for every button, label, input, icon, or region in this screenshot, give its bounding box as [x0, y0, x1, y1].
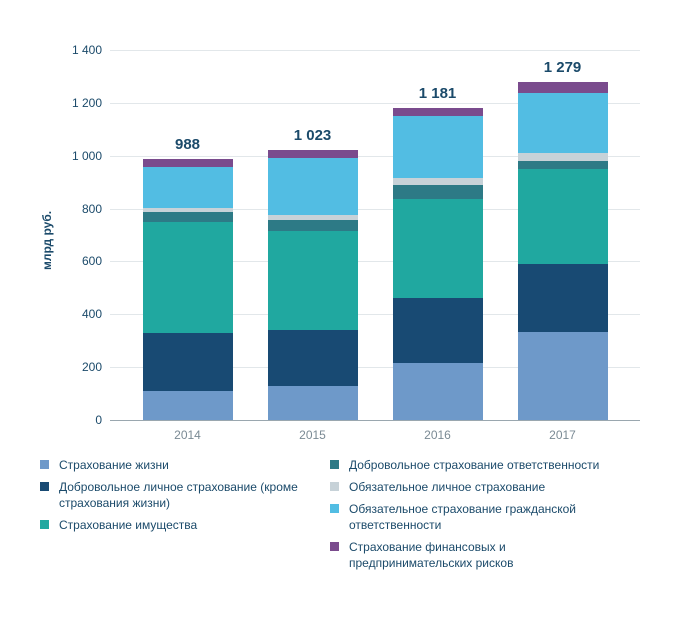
bar-segment-property — [268, 231, 358, 330]
bar-segment-personal_mand — [393, 178, 483, 185]
bar-segment-personal_mand — [268, 215, 358, 220]
bar-segment-property — [143, 222, 233, 333]
bar-segment-personal_vol — [518, 264, 608, 332]
bar-total-label: 1 181 — [419, 85, 457, 108]
x-tick-label: 2016 — [424, 420, 451, 442]
legend-swatch-personal_mand — [330, 482, 339, 491]
legend-label: Страхование жизни — [59, 457, 339, 473]
legend-swatch-civil_mand — [330, 504, 339, 513]
bar-segment-fin_risk — [393, 108, 483, 116]
legend-item-personal_mand: Обязательное личное страхование — [330, 479, 629, 495]
bar-segment-civil_mand — [393, 116, 483, 179]
legend-item-fin_risk: Страхование финансовых и предприниматель… — [330, 539, 629, 571]
bar-segment-civil_mand — [268, 158, 358, 216]
bar-segment-liability_vol — [143, 212, 233, 222]
legend-label: Страхование финансовых и предприниматель… — [349, 539, 629, 571]
bar-segment-liability_vol — [268, 220, 358, 231]
bar-group: 1 181 — [393, 108, 483, 420]
bar-segment-personal_vol — [393, 298, 483, 363]
bar-segment-personal_vol — [268, 330, 358, 386]
bar-segment-liability_vol — [518, 161, 608, 169]
bar-segment-property — [393, 199, 483, 298]
y-tick-label: 200 — [82, 360, 110, 374]
bar-segment-civil_mand — [518, 93, 608, 153]
legend-item-life: Страхование жизни — [40, 457, 339, 473]
legend-swatch-life — [40, 460, 49, 469]
legend-label: Добровольное личное страхование (кроме с… — [59, 479, 339, 511]
bar-group: 988 — [143, 159, 233, 420]
chart-plot-area: 02004006008001 0001 2001 40098820141 023… — [110, 50, 640, 420]
legend-item-property: Страхование имущества — [40, 517, 339, 533]
y-tick-label: 600 — [82, 254, 110, 268]
y-tick-label: 400 — [82, 307, 110, 321]
legend-label: Добровольное страхование ответственности — [349, 457, 629, 473]
x-tick-label: 2017 — [549, 420, 576, 442]
y-tick-label: 1 400 — [72, 43, 110, 57]
legend-item-liability_vol: Добровольное страхование ответственности — [330, 457, 629, 473]
bar-segment-personal_mand — [518, 153, 608, 161]
y-tick-label: 1 200 — [72, 96, 110, 110]
bar-segment-fin_risk — [268, 150, 358, 158]
bar-segment-property — [518, 169, 608, 264]
bar-group: 1 023 — [268, 150, 358, 420]
y-tick-label: 800 — [82, 202, 110, 216]
legend-label: Обязательное страхование гражданской отв… — [349, 501, 629, 533]
bar-segment-liability_vol — [393, 185, 483, 199]
y-tick-label: 0 — [95, 413, 110, 427]
legend-item-personal_vol: Добровольное личное страхование (кроме с… — [40, 479, 339, 511]
bar-segment-civil_mand — [143, 167, 233, 207]
x-tick-label: 2014 — [174, 420, 201, 442]
bar-total-label: 1 279 — [544, 59, 582, 82]
legend-swatch-personal_vol — [40, 482, 49, 491]
legend-swatch-fin_risk — [330, 542, 339, 551]
bar-segment-personal_mand — [143, 208, 233, 213]
legend-label: Обязательное личное страхование — [349, 479, 629, 495]
legend-swatch-liability_vol — [330, 460, 339, 469]
bar-total-label: 1 023 — [294, 127, 332, 150]
bar-segment-fin_risk — [143, 159, 233, 167]
y-axis-title: млрд руб. — [40, 211, 54, 270]
bar-segment-personal_vol — [143, 333, 233, 391]
y-tick-label: 1 000 — [72, 149, 110, 163]
bar-segment-life — [518, 332, 608, 420]
bar-segment-life — [143, 391, 233, 420]
bar-segment-life — [268, 386, 358, 420]
bar-segment-fin_risk — [518, 82, 608, 93]
x-tick-label: 2015 — [299, 420, 326, 442]
bar-segment-life — [393, 363, 483, 420]
legend-swatch-property — [40, 520, 49, 529]
legend-label: Страхование имущества — [59, 517, 339, 533]
bar-group: 1 279 — [518, 82, 608, 420]
legend-item-civil_mand: Обязательное страхование гражданской отв… — [330, 501, 629, 533]
bar-total-label: 988 — [175, 136, 200, 159]
gridline — [110, 50, 640, 51]
